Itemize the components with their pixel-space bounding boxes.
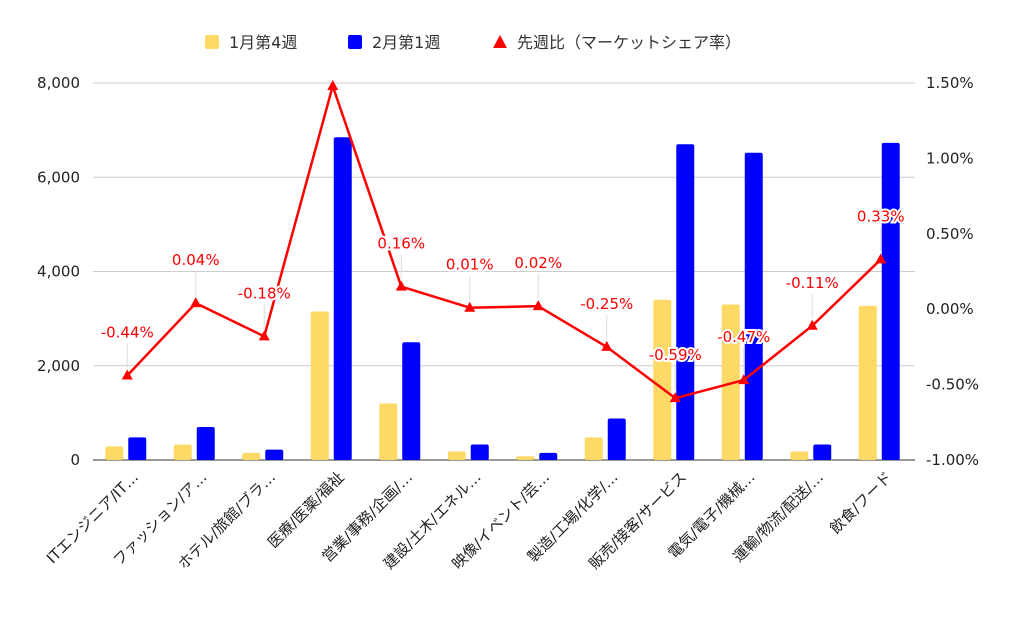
line-point-marker: [738, 374, 750, 385]
line-data-label: -0.59%: [649, 346, 702, 364]
bar-2月第1週: [676, 144, 695, 460]
bar-1月第4週: [379, 403, 398, 460]
line-point-marker: [395, 280, 407, 291]
bar-2月第1週: [539, 452, 558, 460]
bar-1月第4週: [105, 446, 124, 460]
bar-2月第1週: [128, 437, 147, 460]
line-point-marker: [669, 392, 681, 403]
right-axis-tick-label: -0.50%: [926, 376, 979, 394]
right-axis-tick-label: 1.50%: [926, 74, 974, 92]
line-data-label: 0.16%: [377, 235, 425, 253]
bar-2月第1週: [402, 342, 421, 460]
legend-label: 1月第4週: [229, 33, 297, 52]
legend-label: 2月第1週: [372, 33, 440, 52]
line-point-marker: [258, 330, 270, 341]
bar-1月第4週: [858, 305, 877, 460]
line-data-label: 0.02%: [514, 254, 562, 272]
line-point-marker: [190, 297, 202, 308]
bar-2月第1週: [813, 444, 832, 460]
bar-1月第4週: [173, 444, 192, 460]
left-axis-tick-label: 2,000: [37, 357, 80, 375]
legend-label: 先週比（マーケットシェア率）: [517, 33, 741, 52]
legend-swatch: [348, 35, 362, 49]
bar-2月第1週: [607, 418, 626, 460]
line-data-label: -0.25%: [580, 295, 633, 313]
left-axis-tick-label: 0: [70, 451, 80, 469]
right-axis-tick-label: 0.50%: [926, 225, 974, 243]
line-data-label: -0.47%: [717, 328, 770, 346]
bar-1月第4週: [653, 299, 672, 460]
line-point-marker: [532, 300, 544, 311]
bar-1月第4週: [242, 452, 261, 460]
bar-2月第1週: [265, 449, 284, 460]
bar-2月第1週: [744, 152, 763, 460]
line-data-label: 0.04%: [172, 251, 220, 269]
line-point-marker: [875, 253, 887, 264]
legend-swatch: [493, 35, 507, 48]
line-point-marker: [327, 80, 339, 91]
right-axis-tick-label: 1.00%: [926, 149, 974, 167]
line-data-label: -0.18%: [238, 284, 291, 302]
line-data-label: 0.33%: [857, 207, 905, 225]
line-point-marker: [806, 319, 818, 330]
bar-2月第1週: [470, 444, 489, 460]
right-axis-tick-label: 0.00%: [926, 300, 974, 318]
left-axis-tick-label: 6,000: [37, 168, 80, 186]
line-point-marker: [601, 340, 613, 351]
right-axis-tick-label: -1.00%: [926, 451, 979, 469]
category-label: 飲食/フード: [826, 468, 895, 537]
line-data-label: -0.11%: [786, 274, 839, 292]
bar-2月第1週: [881, 142, 900, 460]
bar-2月第1週: [196, 427, 215, 460]
bar-1月第4週: [516, 456, 535, 460]
left-axis-tick-label: 4,000: [37, 263, 80, 281]
line-series-market-share: [126, 84, 882, 400]
left-axis-tick-label: 8,000: [37, 74, 80, 92]
bar-1月第4週: [790, 451, 809, 460]
line-point-marker: [121, 369, 133, 380]
bar-1月第4週: [447, 451, 466, 460]
line-point-marker: [464, 301, 476, 312]
line-data-label: -0.44%: [101, 324, 154, 342]
bar-1月第4週: [584, 437, 603, 460]
legend-swatch: [205, 35, 219, 49]
bar-1月第4週: [310, 311, 329, 460]
line-data-label: 0.01%: [446, 256, 494, 274]
bar-2月第1週: [333, 137, 352, 460]
